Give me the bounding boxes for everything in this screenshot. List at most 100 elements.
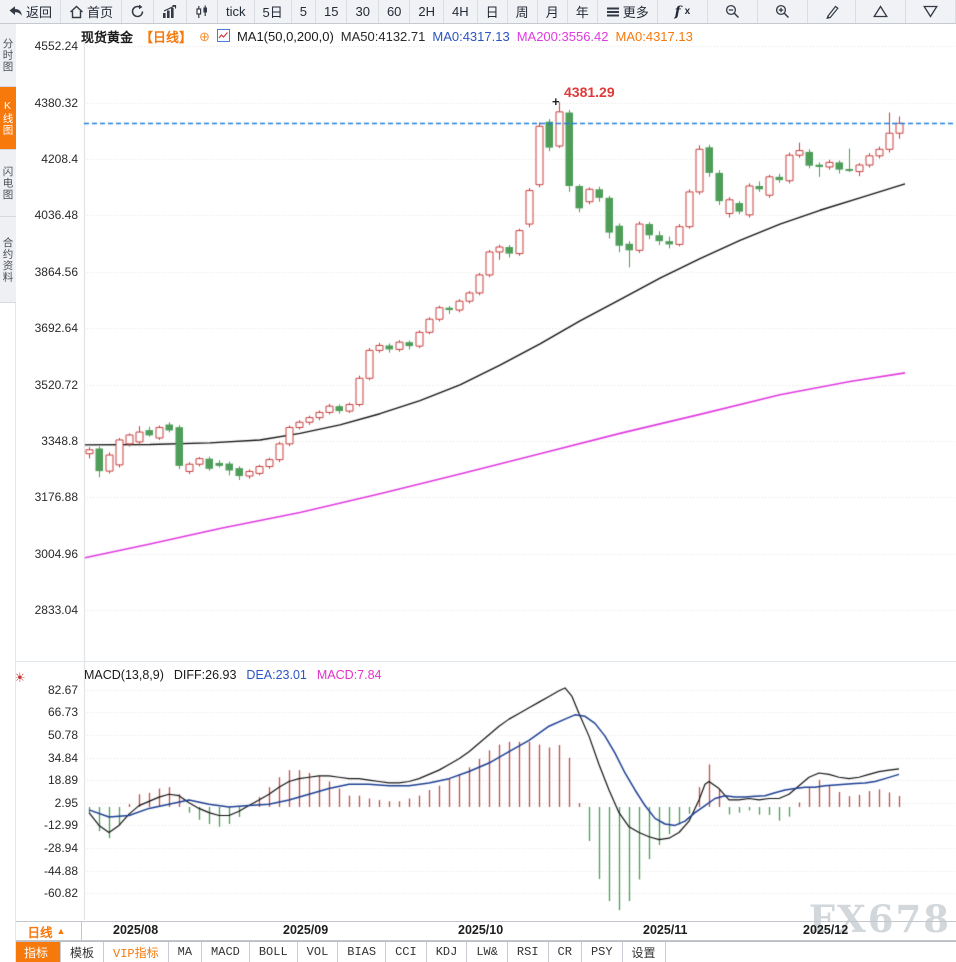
sidebar-tab-3[interactable]: 合约资料 — [0, 217, 16, 303]
zoom-out-button[interactable] — [708, 0, 758, 23]
ma0-value-blue: MA0:4317.13 — [432, 29, 510, 44]
indicator-tab-LW&[interactable]: LW& — [467, 942, 508, 962]
macd-y-axis-label: 34.84 — [47, 750, 78, 765]
sidebar-tab-0[interactable]: 分时图 — [0, 24, 16, 87]
home-button[interactable]: 首页 — [61, 0, 123, 23]
period-week-button[interactable]: 周 — [508, 0, 538, 23]
toolbar-item-label: 4H — [452, 4, 469, 19]
macd-y-axis-label: 66.73 — [47, 705, 78, 720]
ma-setting: MA1(50,0,200,0) — [236, 29, 334, 44]
toolbar-item-label: 60 — [386, 4, 402, 19]
chart-type-sidebar: 分时图 K线图 闪电图 合约资料 — [0, 24, 16, 962]
period-15-button[interactable]: 15 — [316, 0, 348, 23]
indicator-tab-KDJ[interactable]: KDJ — [427, 942, 468, 962]
period-5d-button[interactable]: 5日 — [255, 0, 292, 23]
main-chart-header: 现货黄金 【日线】 ⊕ MA1(50,0,200,0) MA50:4132.71… — [81, 27, 693, 46]
toolbar-item-label: 15 — [324, 4, 339, 19]
toolbar-item-label: 5 — [299, 4, 307, 19]
ma50-value: MA50:4132.71 — [340, 29, 426, 44]
back-button[interactable]: 返回 — [0, 0, 62, 23]
indicator-tab-指标[interactable]: 指标 — [12, 942, 62, 962]
candles-icon — [195, 5, 209, 19]
toolbar-item-label: 月 — [545, 5, 559, 20]
refresh-icon — [130, 4, 145, 19]
zoom-in-icon — [775, 4, 790, 19]
period-tag: 【日线】 — [140, 30, 193, 45]
indicator-tab-BIAS[interactable]: BIAS — [338, 942, 387, 962]
macd-y-axis-label: -12.99 — [43, 818, 78, 833]
collapse-down-button[interactable] — [906, 0, 956, 23]
back-icon — [8, 5, 23, 19]
macd-y-axis-label: 18.89 — [47, 773, 78, 788]
main-y-axis-label: 3692.64 — [34, 321, 78, 336]
macd-macd-value: MACD:7.84 — [316, 668, 382, 682]
zoom-out-icon — [725, 4, 740, 19]
sidebar-tab-1[interactable]: K线图 — [0, 87, 16, 150]
macd-header: MACD(13,8,9) DIFF:26.93 DEA:23.01 MACD:7… — [84, 668, 382, 682]
tick-button[interactable]: tick — [218, 0, 255, 23]
indicator-settings-icon[interactable]: ☀ — [14, 670, 26, 685]
symbol-name: 现货黄金 — [81, 30, 134, 45]
refresh-button[interactable] — [122, 0, 155, 23]
macd-title: MACD(13,8,9) — [84, 668, 164, 682]
main-y-axis-label: 4208.4 — [41, 151, 78, 166]
toolbar-item-label: 年 — [575, 5, 589, 20]
macd-dea-value: DEA:23.01 — [246, 668, 307, 682]
menu-icon — [606, 6, 620, 18]
main-y-axis-label: 4036.48 — [34, 208, 78, 223]
x-axis-date-label: 2025/09 — [283, 923, 329, 937]
indicator-tab-设置[interactable]: 设置 — [623, 942, 666, 962]
indicator-tab-BOLL[interactable]: BOLL — [250, 942, 298, 962]
period-60-button[interactable]: 60 — [379, 0, 411, 23]
sidebar-tab-2[interactable]: 闪电图 — [0, 150, 16, 217]
fx-icon-x: x — [684, 6, 691, 17]
macd-y-axis-label: -28.94 — [43, 841, 78, 856]
period-30-button[interactable]: 30 — [347, 0, 379, 23]
indicator-tab-VOL[interactable]: VOL — [298, 942, 339, 962]
main-y-axis-label: 3864.56 — [34, 264, 78, 279]
bar-chart-icon — [162, 4, 178, 19]
fx-icon: f — [674, 3, 681, 20]
toolbar-item-label: 日 — [485, 5, 499, 20]
period-5-button[interactable]: 5 — [292, 0, 316, 23]
chart-canvas[interactable] — [16, 24, 956, 922]
draw-button[interactable] — [808, 0, 857, 23]
indicator-tab-MA[interactable]: MA — [169, 942, 203, 962]
macd-y-axis-label: -44.88 — [43, 863, 78, 878]
toolbar-item-label: 2H — [418, 4, 436, 19]
period-day-button[interactable]: 日 — [478, 0, 508, 23]
toolbar-item-label: tick — [226, 4, 246, 19]
main-y-axis-label: 2833.04 — [34, 603, 78, 618]
line-chart-button[interactable] — [154, 0, 188, 23]
top-toolbar: 返回 首页 tick 5日 5 15 30 60 2H 4H 日 周 月 年 更多 f x — [0, 0, 956, 24]
x-axis-date-label: 2025/12 — [803, 923, 849, 937]
x-axis-row: 日线 ▲ 2025/08 2025/09 2025/10 2025/11 2025/12 — [12, 921, 956, 941]
toolbar-item-label: 30 — [355, 4, 370, 19]
indicator-tabbar: 指标 模板 VIP指标 MA MACD BOLL VOL BIAS CCI KDJ LW& RSI CR… — [12, 941, 956, 962]
period-dropdown-label: 日线 — [27, 925, 53, 940]
expand-up-button[interactable] — [856, 0, 907, 23]
period-month-button[interactable]: 月 — [538, 0, 568, 23]
period-dropdown[interactable]: 日线 ▲ — [12, 922, 82, 940]
indicator-tab-模板[interactable]: 模板 — [61, 942, 105, 962]
indicator-tab-PSY[interactable]: PSY — [582, 942, 623, 962]
indicator-tab-CR[interactable]: CR — [549, 942, 582, 962]
indicator-tab-RSI[interactable]: RSI — [508, 942, 549, 962]
pane-separator — [16, 661, 956, 662]
main-y-axis-label: 3348.8 — [41, 434, 78, 448]
indicator-tab-CCI[interactable]: CCI — [386, 942, 427, 962]
period-4h-button[interactable]: 4H — [444, 0, 478, 23]
indicator-tab-MACD[interactable]: MACD — [202, 942, 250, 962]
mini-chart-icon[interactable] — [216, 28, 230, 45]
indicator-tab-VIP指标[interactable]: VIP指标 — [104, 942, 169, 962]
period-2h-button[interactable]: 2H — [410, 0, 445, 23]
triangle-up-icon — [873, 5, 889, 18]
more-button[interactable]: 更多 — [598, 0, 658, 23]
toolbar-item-label: 首页 — [87, 5, 114, 20]
period-year-button[interactable]: 年 — [568, 0, 598, 23]
add-indicator-icon[interactable]: ⊕ — [199, 28, 210, 44]
zoom-in-button[interactable] — [758, 0, 808, 23]
x-axis-date-label: 2025/10 — [458, 923, 504, 937]
candle-chart-button[interactable] — [187, 0, 219, 23]
